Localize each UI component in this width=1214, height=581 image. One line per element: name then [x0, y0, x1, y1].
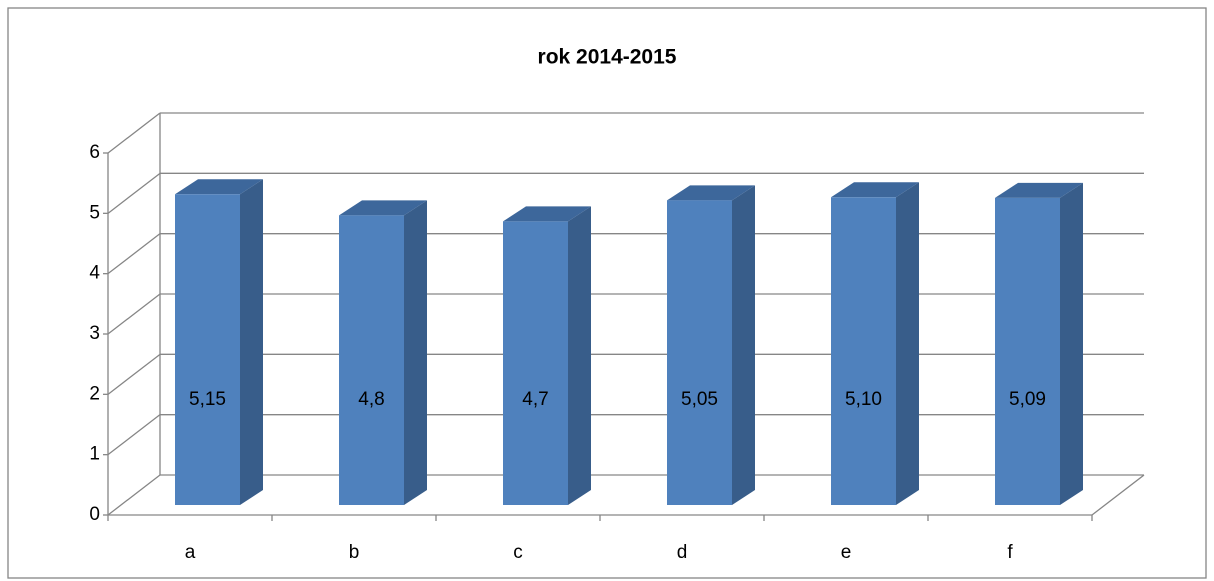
grid-line [107, 293, 161, 335]
value-label: 5,09 [1009, 389, 1046, 410]
x-tick-label: b [349, 542, 360, 563]
value-label: 4,8 [358, 389, 384, 410]
bar-top [667, 185, 755, 201]
x-tick-label: d [677, 542, 688, 563]
grid-line [107, 414, 161, 456]
x-tick-label: c [513, 542, 523, 563]
y-tick-label: 5 [89, 202, 100, 223]
y-tick-label: 3 [89, 323, 100, 344]
y-tick-label: 6 [89, 142, 100, 163]
bar [667, 200, 732, 506]
bar-side [404, 200, 427, 505]
floor-edge [1091, 474, 1145, 516]
x-tick-label: e [841, 542, 852, 563]
y-tick-label: 1 [89, 444, 100, 465]
bar-top [503, 206, 591, 222]
x-tick-label: f [1007, 542, 1013, 563]
grid-line [107, 233, 161, 275]
bar-top [995, 182, 1083, 198]
bar-side [732, 185, 755, 506]
y-tick-label: 0 [89, 504, 100, 525]
bar [503, 221, 568, 505]
bar [995, 197, 1060, 506]
bar [339, 215, 404, 505]
value-label: 5,10 [845, 389, 882, 410]
bar-side [568, 206, 591, 505]
bar-top [831, 182, 919, 198]
y-tick-label: 4 [89, 263, 100, 284]
x-tick-label: a [185, 542, 196, 563]
bar [175, 194, 240, 506]
chart-title: rok 2014-2015 [538, 46, 677, 69]
value-label: 5,05 [681, 389, 718, 410]
grid-line [107, 172, 161, 214]
value-label: 4,7 [522, 389, 548, 410]
grid-line [107, 474, 161, 516]
value-label: 5,15 [189, 389, 226, 410]
bar-top [175, 179, 263, 195]
y-tick-label: 2 [89, 383, 100, 404]
grid-line [107, 112, 161, 154]
bar-side [240, 179, 263, 506]
bar-side [896, 182, 919, 506]
grid-line [107, 353, 161, 395]
bar-side [1060, 182, 1083, 506]
bar-top [339, 200, 427, 216]
bar [831, 197, 896, 506]
